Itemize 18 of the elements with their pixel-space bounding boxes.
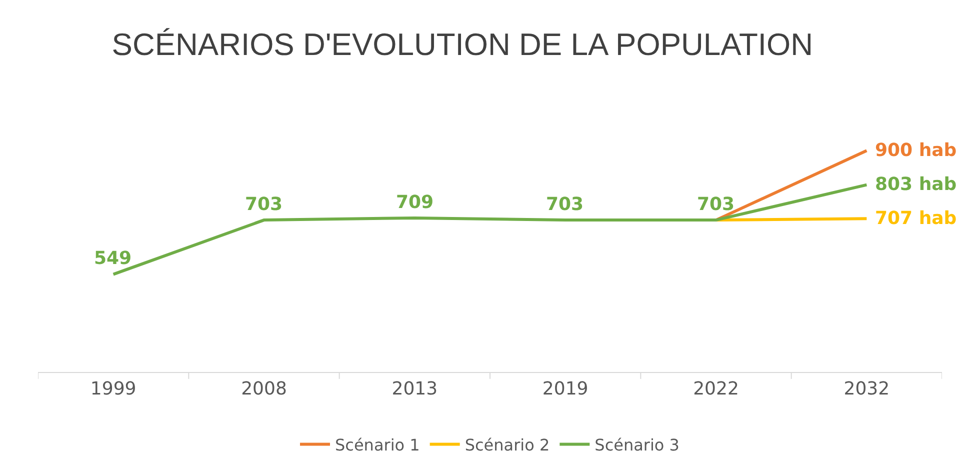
legend-label: Scénario 1 (335, 436, 420, 455)
chart-title: SCÉNARIOS D'EVOLUTION DE LA POPULATION (112, 26, 814, 62)
data-label: 803 hab (875, 174, 957, 195)
legend-label: Scénario 3 (594, 436, 680, 455)
x-tick-label: 2013 (392, 378, 438, 400)
x-tick-label: 2019 (542, 378, 588, 400)
legend-label: Scénario 2 (464, 436, 550, 455)
x-tick-label: 2008 (241, 378, 287, 400)
x-tick-label: 2032 (844, 378, 890, 400)
x-tick-label: 1999 (90, 378, 136, 400)
x-tick-label: 2022 (693, 378, 739, 400)
data-label: 703 (245, 194, 283, 215)
data-label: 703 (697, 194, 735, 215)
data-label: 549 (94, 248, 132, 269)
data-label: 709 (396, 192, 434, 213)
data-label: 707 hab (875, 208, 957, 229)
data-label: 703 (546, 194, 584, 215)
data-label: 900 hab (875, 140, 957, 161)
